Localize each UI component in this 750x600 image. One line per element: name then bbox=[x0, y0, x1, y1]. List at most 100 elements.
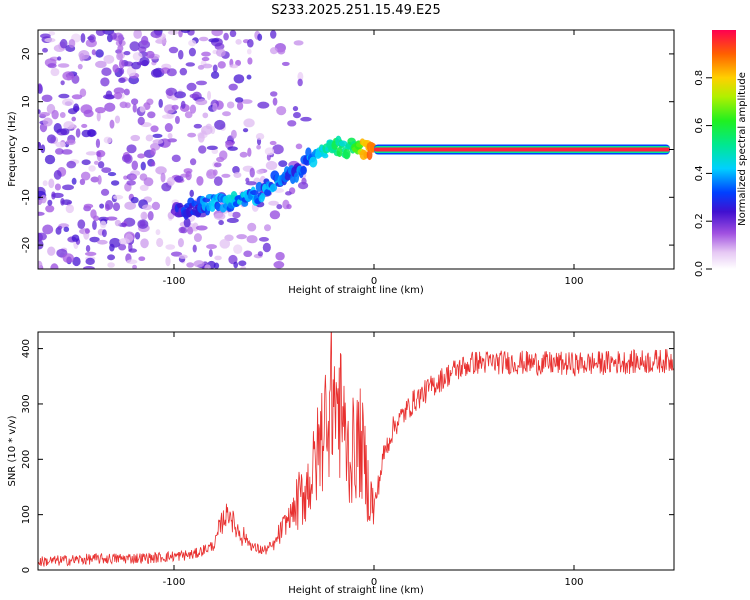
snr-series-line bbox=[38, 332, 674, 567]
spectrogram-noise-blob bbox=[151, 201, 161, 211]
spectrogram-noise-blob bbox=[80, 33, 86, 43]
spectrogram-noise-blob bbox=[134, 231, 141, 240]
spectrogram-noise-blob bbox=[75, 128, 81, 138]
spectrogram-noise-blob bbox=[235, 59, 242, 66]
spectrogram-noise-blob bbox=[57, 225, 63, 231]
spectrogram-noise-blob bbox=[139, 184, 149, 192]
spectrogram-noise-blob bbox=[100, 77, 110, 87]
spectrogram-noise-blob bbox=[126, 180, 136, 186]
spectrogram-noise-blob bbox=[233, 171, 242, 178]
spectrogram-noise-blob bbox=[238, 260, 247, 267]
spectrogram-noise-blob bbox=[178, 226, 186, 234]
spectrogram-noise-blob bbox=[276, 105, 287, 116]
spectrogram-noise-blob bbox=[273, 261, 285, 269]
spectrogram-noise-blob bbox=[214, 162, 222, 168]
spectrogram-noise-blob bbox=[118, 238, 131, 245]
spectrogram-noise-blob bbox=[77, 63, 83, 70]
spectrogram-noise-blob bbox=[38, 232, 43, 242]
spectrogram-noise-blob bbox=[130, 174, 137, 180]
spectrogram-noise-blob bbox=[206, 169, 217, 180]
spectrogram-noise-blob bbox=[264, 147, 275, 156]
spectrogram-noise-blob bbox=[164, 123, 173, 133]
spectrogram-ridge-cell bbox=[264, 188, 272, 196]
spectrogram-blobs bbox=[38, 30, 312, 269]
spectrogram-y-ticks: -20 -10 0 10 20 bbox=[21, 48, 674, 253]
spectrogram-noise-blob bbox=[195, 98, 208, 106]
spectrogram-ridge-cell bbox=[176, 202, 184, 209]
spectrogram-noise-blob bbox=[295, 143, 303, 150]
spectrogram-noise-blob bbox=[62, 253, 74, 264]
spectrogram-noise-blob bbox=[198, 145, 207, 154]
spectrogram-noise-blob bbox=[285, 191, 292, 196]
spectrogram-noise-blob bbox=[245, 177, 250, 183]
spectrogram-noise-blob bbox=[48, 31, 56, 36]
spectrogram-ridge-cell bbox=[343, 148, 351, 160]
spectrogram-noise-blob bbox=[55, 141, 66, 148]
spectrogram-noise-blob bbox=[258, 237, 269, 242]
spectrogram-noise-blob bbox=[201, 51, 211, 57]
spectrogram-noise-blob bbox=[297, 78, 303, 87]
spectrogram-noise-blob bbox=[147, 111, 156, 119]
spectrogram-noise-blob bbox=[121, 154, 132, 163]
x-tick-label: 0 bbox=[371, 577, 377, 588]
spectrogram-noise-blob bbox=[198, 36, 209, 42]
spectrogram-noise-blob bbox=[90, 176, 100, 183]
spectrogram-noise-blob bbox=[246, 235, 258, 244]
spectrogram-noise-blob bbox=[189, 158, 197, 166]
spectrogram-noise-blob bbox=[84, 228, 90, 234]
spectrogram-noise-blob bbox=[233, 74, 245, 84]
spectrogram-noise-blob bbox=[117, 44, 124, 52]
chart-title: S233.2025.251.15.49.E25 bbox=[271, 3, 440, 18]
spectrogram-noise-blob bbox=[57, 56, 62, 61]
spectrogram-noise-blob bbox=[101, 229, 107, 238]
spectrogram-noise-blob bbox=[265, 160, 278, 171]
spectrogram-noise-blob bbox=[99, 220, 107, 229]
spectrogram-noise-blob bbox=[155, 229, 161, 236]
spectrogram-noise-blob bbox=[130, 196, 139, 204]
spectrogram-noise-blob bbox=[114, 219, 121, 227]
spectrogram-noise-blob bbox=[132, 264, 137, 269]
spectrogram-noise-blob bbox=[227, 146, 238, 151]
spectrogram-noise-blob bbox=[202, 112, 209, 119]
x-tick-label: 100 bbox=[564, 276, 583, 287]
spectrogram-noise-blob bbox=[233, 261, 239, 269]
spectrogram-noise-blob bbox=[101, 67, 112, 77]
spectrogram-noise-blob bbox=[44, 37, 56, 43]
spectrogram-noise-blob bbox=[83, 266, 95, 269]
spectrogram-noise-blob bbox=[38, 83, 43, 92]
y-tick-label: 200 bbox=[21, 450, 32, 469]
spectrogram-noise-blob bbox=[40, 33, 51, 39]
spectrogram-noise-blob bbox=[192, 244, 197, 253]
spectrogram-noise-blob bbox=[293, 40, 304, 46]
colorbar-tick-label: 0.8 bbox=[694, 70, 705, 86]
spectrogram-noise-blob bbox=[118, 77, 126, 84]
spectrogram-noise-blob bbox=[228, 83, 238, 91]
spectrogram-noise-blob bbox=[130, 134, 141, 142]
spectrogram-noise-blob bbox=[242, 128, 249, 133]
spectrogram-noise-blob bbox=[58, 93, 70, 99]
spectrogram-noise-blob bbox=[118, 59, 125, 70]
spectrogram-noise-blob bbox=[42, 117, 53, 127]
spectrogram-noise-blob bbox=[143, 177, 154, 187]
spectrogram-noise-blob bbox=[264, 224, 272, 232]
spectrogram-noise-blob bbox=[118, 243, 127, 251]
y-tick-label: -10 bbox=[21, 189, 32, 205]
snr-panel: -100 0 100 0 100 200 300 400 Height of straigh… bbox=[7, 331, 675, 596]
spectrogram-noise-blob bbox=[71, 94, 83, 100]
spectrogram-noise-blob bbox=[85, 244, 91, 252]
spectrogram-noise-blob bbox=[71, 234, 80, 242]
spectrogram-noise-blob bbox=[195, 225, 208, 231]
spectrogram-noise-blob bbox=[139, 105, 146, 113]
spectrogram-noise-blob bbox=[38, 260, 43, 269]
spectrogram-noise-blob bbox=[84, 251, 97, 256]
spectrogram-noise-blob bbox=[116, 52, 124, 61]
spectrogram-noise-blob bbox=[53, 122, 62, 133]
spectrogram-noise-blob bbox=[65, 139, 76, 146]
spectrogram-noise-blob bbox=[214, 255, 222, 261]
spectrogram-noise-blob bbox=[44, 154, 56, 165]
spectrogram-noise-blob bbox=[206, 244, 217, 250]
spectrogram-noise-blob bbox=[107, 172, 117, 177]
spectrogram-noise-blob bbox=[63, 226, 70, 232]
